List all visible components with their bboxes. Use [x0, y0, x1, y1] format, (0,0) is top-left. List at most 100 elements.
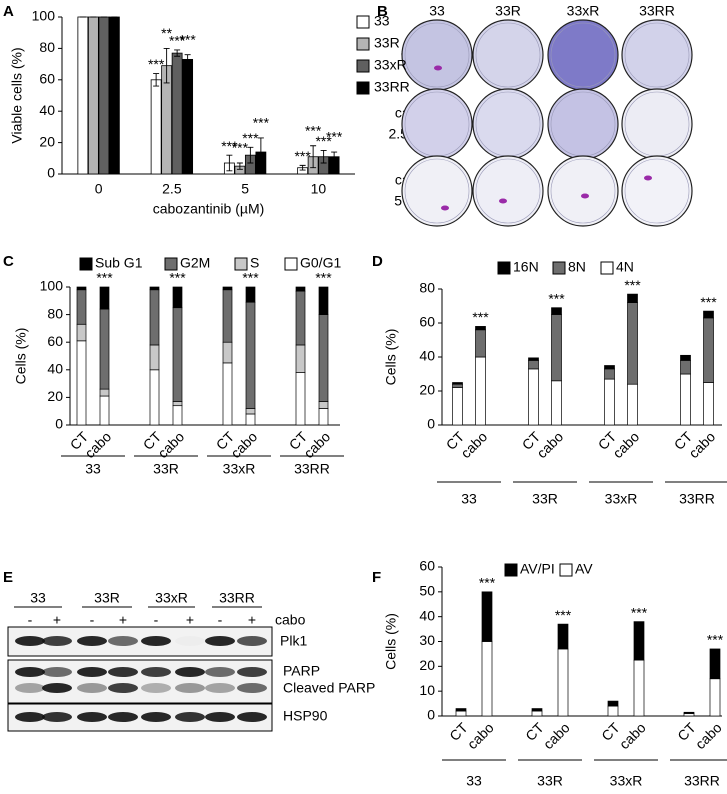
bar-segment — [604, 368, 615, 380]
error-bar — [257, 137, 264, 167]
panel-label: A — [3, 3, 14, 20]
y-tick-label: 20 — [39, 133, 55, 149]
x-tick-label: cabo — [692, 719, 725, 752]
bar-segment — [245, 413, 256, 426]
significance: *** — [315, 270, 332, 286]
y-tick-label: 0 — [427, 416, 435, 432]
plate — [547, 19, 619, 91]
bar-segment — [481, 591, 493, 642]
blot-band — [237, 667, 267, 677]
plate — [401, 19, 473, 91]
bar-segment — [222, 286, 233, 291]
lane-sign: + — [186, 612, 194, 628]
bar-segment — [481, 641, 493, 717]
significance: *** — [700, 294, 717, 310]
bar-segment — [680, 354, 691, 361]
group-label: 33xR — [605, 491, 638, 507]
y-tick-label: 30 — [419, 632, 435, 648]
blot-band — [175, 636, 205, 646]
bar-segment — [295, 286, 306, 292]
x-tick-label: 2.5 — [162, 181, 182, 197]
blot-band — [15, 636, 45, 646]
blot-band — [15, 712, 45, 722]
y-tick-label: 40 — [39, 102, 55, 118]
bar-segment — [149, 344, 160, 371]
group-label: 33xR — [155, 590, 188, 606]
significance: *** — [305, 122, 322, 138]
group-label: 33R — [153, 461, 179, 477]
y-axis-label: Cells (%) — [13, 328, 29, 385]
bar-segment — [531, 710, 543, 717]
significance: *** — [472, 309, 489, 325]
group-label: 33 — [30, 590, 46, 606]
blot-band — [237, 636, 267, 646]
bar-segment — [633, 659, 645, 717]
bar-segment — [222, 341, 233, 364]
plate — [401, 155, 473, 227]
significance: *** — [242, 130, 259, 146]
x-tick-label: cabo — [540, 719, 573, 752]
bar-segment — [172, 405, 183, 426]
x-tick-label: cabo — [685, 428, 718, 461]
error-bar — [174, 49, 181, 57]
legend-swatch — [356, 37, 370, 51]
bar-segment — [245, 286, 256, 303]
bar-segment — [528, 368, 539, 426]
blot-band — [42, 667, 72, 677]
lane-sign: - — [28, 612, 33, 628]
bar — [108, 16, 120, 175]
plate-rim — [550, 158, 616, 224]
lane-sign: - — [90, 612, 95, 628]
panel-label: D — [372, 253, 383, 270]
bar-segment — [99, 286, 110, 310]
bar-segment — [680, 373, 691, 426]
error-bar — [184, 54, 191, 65]
bar-segment — [99, 388, 110, 397]
group-label: 33R — [94, 590, 120, 606]
significance: *** — [555, 607, 572, 623]
legend-swatch — [79, 257, 93, 271]
legend-label: 4N — [616, 259, 634, 275]
bar-segment — [703, 310, 714, 319]
significance: *** — [315, 133, 332, 149]
legend-label: G0/G1 — [300, 255, 341, 271]
error-bar — [299, 164, 306, 171]
blot-band — [15, 683, 45, 693]
significance: *** — [326, 129, 343, 145]
bar-segment — [557, 648, 569, 717]
column-label: 33R — [495, 3, 521, 19]
significance: *** — [169, 33, 186, 49]
blot-band — [237, 683, 267, 693]
blot-band — [42, 712, 72, 722]
bar-segment — [607, 700, 619, 707]
blot-band — [141, 683, 171, 693]
legend-swatch — [600, 261, 614, 275]
error-bar — [226, 154, 233, 172]
bar-segment — [703, 317, 714, 383]
bar-segment — [295, 344, 306, 373]
bar-segment — [475, 326, 486, 331]
plate — [472, 19, 544, 91]
legend-swatch — [356, 59, 370, 73]
legend-label: AV/PI — [520, 561, 555, 577]
blot-band — [108, 636, 138, 646]
legend-swatch — [504, 563, 518, 577]
blot-band — [108, 683, 138, 693]
plate-rim — [624, 22, 690, 88]
bar — [171, 52, 183, 175]
y-tick-label: 100 — [40, 278, 64, 294]
blot-band — [42, 683, 72, 693]
bar-segment — [452, 382, 463, 385]
plate-spot — [434, 65, 442, 71]
blot-band — [205, 636, 235, 646]
bar-segment — [452, 383, 463, 388]
group-label: 33RR — [684, 773, 720, 789]
group-label: 33 — [461, 491, 477, 507]
plate-rim — [404, 158, 470, 224]
plate-rim — [550, 22, 616, 88]
bar-segment — [318, 314, 329, 402]
plate — [472, 88, 544, 160]
legend-label: Sub G1 — [95, 255, 143, 271]
bar-segment — [551, 307, 562, 315]
legend-label: 8N — [568, 259, 586, 275]
